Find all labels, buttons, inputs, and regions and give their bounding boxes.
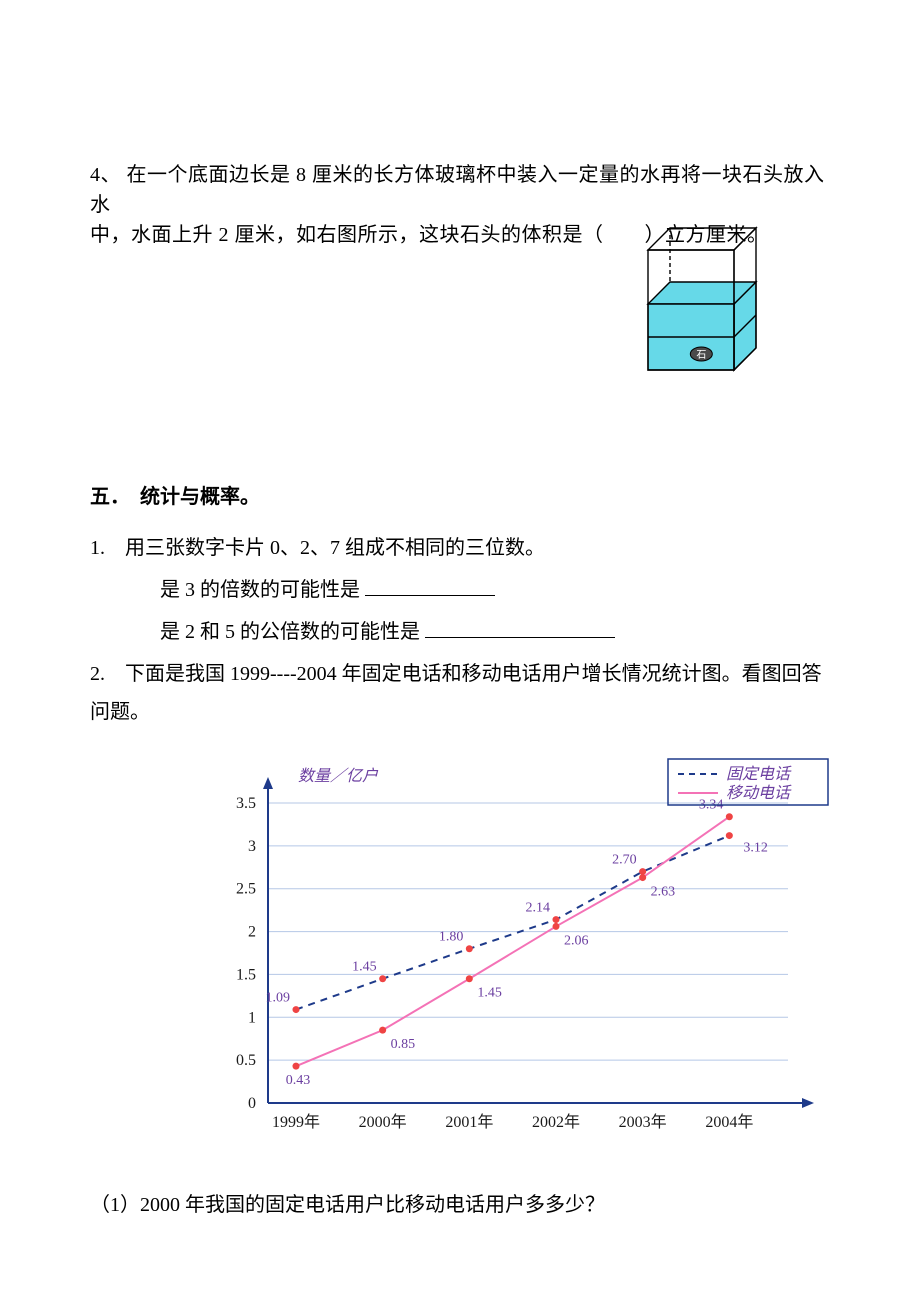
q1-sub2: 是 2 和 5 的公倍数的可能性是 bbox=[90, 611, 830, 653]
q4-line1: 在一个底面边长是 8 厘米的长方体玻璃杯中装入一定量的水再将一块石头放入水 bbox=[90, 164, 825, 216]
svg-text:石: 石 bbox=[696, 350, 706, 361]
svg-text:移动电话: 移动电话 bbox=[726, 784, 792, 802]
svg-text:3.5: 3.5 bbox=[236, 795, 256, 812]
svg-text:0.43: 0.43 bbox=[286, 1073, 311, 1088]
q1-sub1-text: 是 3 的倍数的可能性是 bbox=[160, 579, 360, 601]
svg-text:3.12: 3.12 bbox=[743, 841, 768, 856]
svg-text:固定电话: 固定电话 bbox=[726, 765, 792, 783]
svg-text:2.06: 2.06 bbox=[564, 933, 589, 948]
cube-svg: 石 bbox=[630, 210, 770, 380]
svg-text:0.5: 0.5 bbox=[236, 1052, 256, 1069]
q2-lead1: 2. 下面是我国 1999----2004 年固定电话和移动电话用户增长情况统计… bbox=[90, 653, 830, 695]
chart-svg: 0 0.5 1 1.5 2 2.5 3 3.5 数量／亿户 1999年 2000年 2001年 2002… bbox=[190, 753, 830, 1153]
q1-blank2[interactable] bbox=[425, 617, 615, 638]
svg-text:1.5: 1.5 bbox=[236, 966, 256, 983]
svg-text:1: 1 bbox=[248, 1009, 256, 1026]
svg-text:0.85: 0.85 bbox=[391, 1037, 416, 1052]
section5-title: 五． 统计与概率。 bbox=[90, 480, 830, 509]
svg-text:0: 0 bbox=[248, 1095, 256, 1112]
svg-text:2000年: 2000年 bbox=[359, 1113, 407, 1131]
svg-text:1999年: 1999年 bbox=[272, 1113, 320, 1131]
svg-text:2.5: 2.5 bbox=[236, 881, 256, 898]
svg-text:数量／亿户: 数量／亿户 bbox=[298, 767, 379, 785]
svg-text:1.09: 1.09 bbox=[266, 991, 291, 1006]
svg-text:1.80: 1.80 bbox=[439, 930, 464, 945]
q1-lead: 1. 用三张数字卡片 0、2、7 组成不相同的三位数。 bbox=[90, 527, 830, 569]
q4-number: 4、 bbox=[90, 164, 121, 186]
svg-text:1.45: 1.45 bbox=[352, 960, 377, 975]
svg-text:2.14: 2.14 bbox=[526, 901, 551, 916]
svg-text:2: 2 bbox=[248, 924, 256, 941]
svg-text:2.63: 2.63 bbox=[651, 885, 676, 900]
svg-text:2.70: 2.70 bbox=[612, 853, 637, 868]
svg-text:2003年: 2003年 bbox=[619, 1113, 667, 1131]
q1-sub2-text: 是 2 和 5 的公倍数的可能性是 bbox=[160, 621, 420, 643]
cube-figure: 石 bbox=[630, 210, 770, 380]
svg-text:3: 3 bbox=[248, 838, 256, 855]
svg-text:2004年: 2004年 bbox=[705, 1113, 753, 1131]
svg-text:1.45: 1.45 bbox=[477, 986, 502, 1001]
sub-question-1: （1）2000 年我国的固定电话用户比移动电话用户多多少？ bbox=[90, 1188, 830, 1217]
svg-text:2001年: 2001年 bbox=[445, 1113, 493, 1131]
q1-blank1[interactable] bbox=[365, 575, 495, 596]
q1-sub1: 是 3 的倍数的可能性是 bbox=[90, 569, 830, 611]
q2-lead2: 问题。 bbox=[90, 691, 830, 733]
svg-text:2002年: 2002年 bbox=[532, 1113, 580, 1131]
phone-chart: 0 0.5 1 1.5 2 2.5 3 3.5 数量／亿户 1999年 2000年 2001年 2002… bbox=[190, 753, 830, 1158]
